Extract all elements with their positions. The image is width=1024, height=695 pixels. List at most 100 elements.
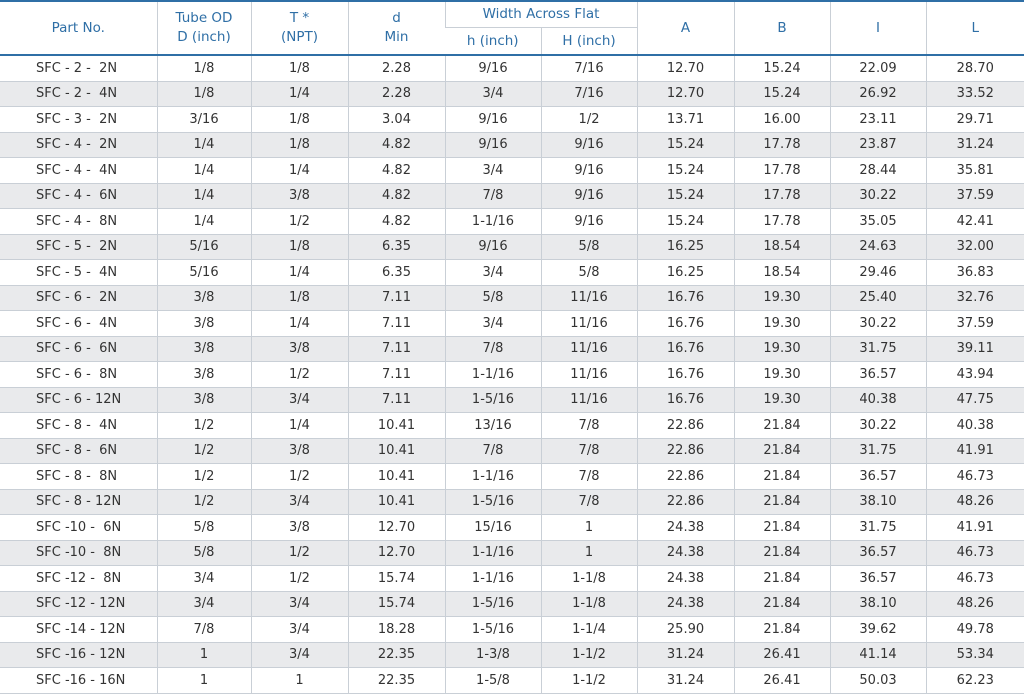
cell-b: 21.84 bbox=[733, 540, 831, 566]
cell-tube-od: 1/8 bbox=[156, 55, 251, 82]
header-part-no: Part No. bbox=[0, 0, 157, 55]
cell-part-no: SFC - 8 - 12N bbox=[0, 489, 157, 515]
cell-i: 41.14 bbox=[829, 642, 927, 668]
cell-a: 16.76 bbox=[636, 387, 735, 413]
cell-i: 30.22 bbox=[829, 412, 927, 439]
cell-d-min: 22.35 bbox=[347, 642, 445, 668]
cell-d-min: 10.41 bbox=[347, 463, 445, 490]
cell-l: 29.71 bbox=[925, 106, 1024, 133]
cell-l: 40.38 bbox=[925, 412, 1024, 439]
cell-tube-od: 3/4 bbox=[156, 591, 251, 617]
cell-l: 46.73 bbox=[925, 540, 1024, 566]
cell-a: 15.24 bbox=[636, 183, 735, 209]
cell-a: 31.24 bbox=[636, 642, 735, 668]
cell-a: 16.76 bbox=[636, 285, 735, 311]
cell-H-inch: 1-1/2 bbox=[540, 667, 638, 694]
cell-i: 35.05 bbox=[829, 208, 927, 235]
table-row: SFC -12 - 12N 3/4 3/4 15.74 1-5/16 1-1/8 24.38… bbox=[0, 591, 1024, 617]
cell-H-inch: 1-1/4 bbox=[540, 616, 638, 643]
cell-h-inch: 1-3/8 bbox=[444, 642, 541, 668]
cell-a: 24.38 bbox=[636, 540, 735, 566]
table-row: SFC -10 - 8N 5/8 1/2 12.70 1-1/16 1 24.38 21.84… bbox=[0, 540, 1024, 566]
cell-h-inch: 5/8 bbox=[444, 285, 541, 311]
cell-h-inch: 1-5/8 bbox=[444, 667, 541, 694]
cell-b: 15.24 bbox=[733, 81, 831, 107]
cell-a: 24.38 bbox=[636, 591, 735, 617]
cell-a: 13.71 bbox=[636, 106, 735, 133]
cell-d-min: 7.11 bbox=[347, 310, 445, 337]
cell-t-npt: 1/8 bbox=[250, 234, 348, 260]
table-row: SFC - 5 - 2N 5/16 1/8 6.35 9/16 5/8 16.25 18.54… bbox=[0, 234, 1024, 260]
cell-H-inch: 11/16 bbox=[540, 285, 638, 311]
cell-d-min: 6.35 bbox=[347, 259, 445, 286]
cell-part-no: SFC - 6 - 12N bbox=[0, 387, 157, 413]
cell-H-inch: 11/16 bbox=[540, 310, 638, 337]
table-row: SFC - 4 - 8N 1/4 1/2 4.82 1-1/16 9/16 15.24 17.… bbox=[0, 208, 1024, 235]
cell-a: 22.86 bbox=[636, 438, 735, 464]
cell-i: 23.11 bbox=[829, 106, 927, 133]
header-t-line2: (NPT) bbox=[280, 29, 319, 45]
table-row: SFC -12 - 8N 3/4 1/2 15.74 1-1/16 1-1/8 24.38 2… bbox=[0, 565, 1024, 592]
header-tube-od: Tube OD D (inch) bbox=[156, 0, 251, 55]
cell-d-min: 2.28 bbox=[347, 81, 445, 107]
cell-part-no: SFC - 6 - 4N bbox=[0, 310, 157, 337]
cell-t-npt: 1/2 bbox=[250, 565, 348, 592]
cell-tube-od: 1/2 bbox=[156, 438, 251, 464]
cell-l: 53.34 bbox=[925, 642, 1024, 668]
cell-t-npt: 3/4 bbox=[250, 642, 348, 668]
cell-part-no: SFC - 8 - 4N bbox=[0, 412, 157, 439]
cell-part-no: SFC -16 - 12N bbox=[0, 642, 157, 668]
cell-t-npt: 1/4 bbox=[250, 81, 348, 107]
cell-part-no: SFC - 6 - 2N bbox=[0, 285, 157, 311]
cell-t-npt: 3/8 bbox=[250, 438, 348, 464]
header-l: L bbox=[925, 0, 1024, 55]
cell-tube-od: 3/16 bbox=[156, 106, 251, 133]
cell-a: 15.24 bbox=[636, 157, 735, 184]
cell-d-min: 4.82 bbox=[347, 132, 445, 158]
cell-h-inch: 1-1/16 bbox=[444, 361, 541, 388]
cell-h-inch: 1-5/16 bbox=[444, 387, 541, 413]
cell-part-no: SFC - 6 - 8N bbox=[0, 361, 157, 388]
cell-h-inch: 3/4 bbox=[444, 310, 541, 337]
header-b: B bbox=[733, 0, 831, 55]
cell-t-npt: 3/4 bbox=[250, 616, 348, 643]
table-row: SFC - 8 - 8N 1/2 1/2 10.41 1-1/16 7/8 22.86 21.… bbox=[0, 463, 1024, 490]
cell-H-inch: 1-1/8 bbox=[540, 565, 638, 592]
cell-l: 39.11 bbox=[925, 336, 1024, 362]
cell-H-inch: 1 bbox=[540, 514, 638, 541]
cell-H-inch: 1 bbox=[540, 540, 638, 566]
cell-h-inch: 1-1/16 bbox=[444, 208, 541, 235]
header-t: T * (NPT) bbox=[250, 0, 348, 55]
cell-t-npt: 1/4 bbox=[250, 412, 348, 439]
cell-t-npt: 1 bbox=[250, 667, 348, 694]
cell-d-min: 22.35 bbox=[347, 667, 445, 694]
cell-tube-od: 3/8 bbox=[156, 387, 251, 413]
cell-tube-od: 1/2 bbox=[156, 463, 251, 490]
cell-h-inch: 1-5/16 bbox=[444, 489, 541, 515]
table-row: SFC -14 - 12N 7/8 3/4 18.28 1-5/16 1-1/4 25.90… bbox=[0, 616, 1024, 643]
cell-a: 24.38 bbox=[636, 514, 735, 541]
cell-d-min: 10.41 bbox=[347, 438, 445, 464]
table-row: SFC -10 - 6N 5/8 3/8 12.70 15/16 1 24.38 21.84 3… bbox=[0, 514, 1024, 541]
cell-a: 12.70 bbox=[636, 55, 735, 82]
cell-t-npt: 1/4 bbox=[250, 157, 348, 184]
cell-a: 15.24 bbox=[636, 132, 735, 158]
cell-i: 26.92 bbox=[829, 81, 927, 107]
cell-a: 16.25 bbox=[636, 234, 735, 260]
cell-h-inch: 9/16 bbox=[444, 106, 541, 133]
cell-b: 17.78 bbox=[733, 132, 831, 158]
cell-part-no: SFC -14 - 12N bbox=[0, 616, 157, 643]
cell-part-no: SFC - 2 - 2N bbox=[0, 55, 157, 82]
cell-i: 38.10 bbox=[829, 489, 927, 515]
cell-b: 21.84 bbox=[733, 489, 831, 515]
cell-part-no: SFC - 4 - 4N bbox=[0, 157, 157, 184]
cell-d-min: 4.82 bbox=[347, 157, 445, 184]
cell-t-npt: 1/2 bbox=[250, 540, 348, 566]
cell-tube-od: 7/8 bbox=[156, 616, 251, 643]
cell-h-inch: 7/8 bbox=[444, 183, 541, 209]
table-row: SFC -16 - 12N 1 3/4 22.35 1-3/8 1-1/2 31.24 26.… bbox=[0, 642, 1024, 668]
table-row: SFC - 6 - 2N 3/8 1/8 7.11 5/8 11/16 16.76 19.30… bbox=[0, 285, 1024, 311]
cell-i: 38.10 bbox=[829, 591, 927, 617]
cell-H-inch: 9/16 bbox=[540, 208, 638, 235]
table-row: SFC - 6 - 12N 3/8 3/4 7.11 1-5/16 11/16 16.76 1… bbox=[0, 387, 1024, 413]
